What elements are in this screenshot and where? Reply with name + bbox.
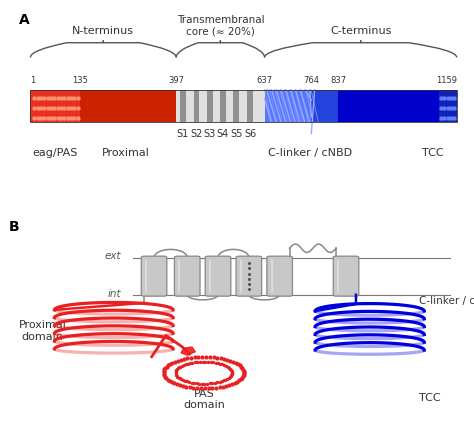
Text: S1: S1 [177,129,189,139]
FancyBboxPatch shape [333,256,359,296]
FancyBboxPatch shape [311,90,338,122]
Text: 764: 764 [303,76,319,85]
Text: Proximal: Proximal [102,148,150,159]
FancyBboxPatch shape [220,90,226,122]
Text: 1159: 1159 [436,76,457,85]
Text: TCC: TCC [419,393,441,403]
Text: S5: S5 [230,129,242,139]
Text: Transmembranal
core (≈ 20%): Transmembranal core (≈ 20%) [177,14,264,36]
FancyBboxPatch shape [267,256,292,296]
FancyBboxPatch shape [176,90,264,122]
Text: B: B [9,220,19,234]
Text: S6: S6 [244,129,256,139]
Text: S3: S3 [203,129,216,139]
Text: Proximal
domain: Proximal domain [18,320,67,342]
Text: C-linker / cNBD: C-linker / cNBD [419,295,474,306]
FancyBboxPatch shape [247,90,253,122]
Text: S4: S4 [217,129,229,139]
FancyBboxPatch shape [193,90,200,122]
Text: 837: 837 [330,76,346,85]
FancyBboxPatch shape [236,256,262,296]
FancyBboxPatch shape [439,90,457,122]
FancyBboxPatch shape [338,90,439,122]
FancyBboxPatch shape [180,90,186,122]
Text: 1: 1 [30,76,36,85]
Text: A: A [19,13,30,27]
Text: 135: 135 [72,76,88,85]
Text: 637: 637 [256,76,273,85]
FancyBboxPatch shape [174,256,200,296]
Polygon shape [181,347,195,355]
Text: C-linker / cNBD: C-linker / cNBD [268,148,352,159]
Text: 397: 397 [168,76,184,85]
FancyBboxPatch shape [233,90,239,122]
FancyBboxPatch shape [141,256,167,296]
Text: N-terminus: N-terminus [72,26,134,36]
FancyBboxPatch shape [207,90,213,122]
Text: S2: S2 [190,129,203,139]
Text: int: int [107,289,121,299]
Text: eag/PAS: eag/PAS [32,148,78,159]
FancyBboxPatch shape [264,90,311,122]
Text: TCC: TCC [422,148,444,159]
Text: C-terminus: C-terminus [330,26,392,36]
Text: PAS
domain: PAS domain [183,388,225,410]
FancyBboxPatch shape [30,90,80,122]
FancyBboxPatch shape [205,256,231,296]
Text: ext: ext [104,251,121,261]
FancyBboxPatch shape [80,90,176,122]
